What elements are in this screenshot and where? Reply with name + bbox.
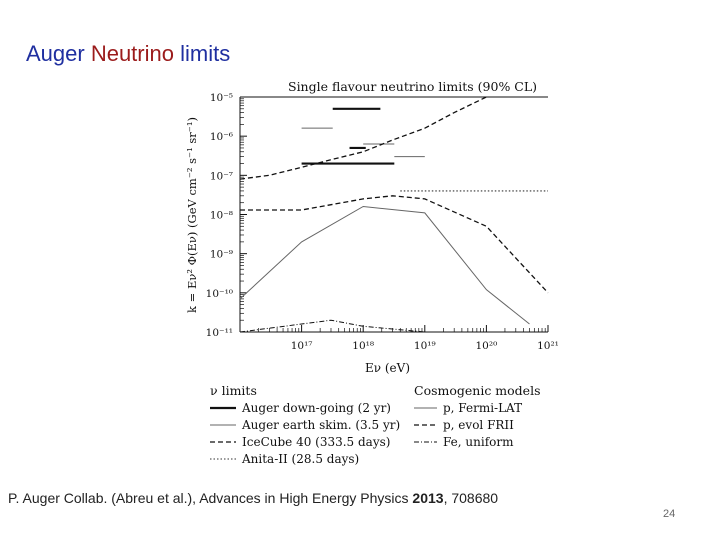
- series-fe-uniform-line: [239, 319, 425, 333]
- legend-left-label: IceCube 40 (333.5 days): [242, 435, 390, 449]
- y-tick-label: 10⁻⁵: [210, 92, 233, 104]
- y-tick-label: 10⁻⁷: [210, 170, 233, 182]
- legend-right-label: p, Fermi-LAT: [443, 401, 522, 415]
- legend-right-label: Fe, uniform: [443, 435, 514, 449]
- citation-ref: , 708680: [443, 490, 499, 506]
- x-tick-label: 10²¹: [537, 340, 559, 352]
- x-tick-marks: [258, 325, 549, 332]
- title-text-limits: limits: [173, 41, 231, 66]
- legend-left-label: Anita-II (28.5 days): [241, 452, 359, 466]
- y-tick-marks: [240, 96, 247, 333]
- citation: P. Auger Collab. (Abreu et al.), Advance…: [8, 490, 498, 506]
- legend-left: Auger down-going (2 yr) Auger earth skim.…: [210, 401, 400, 466]
- plot-title: Single flavour neutrino limits (90% CL): [288, 79, 537, 94]
- legend-left-title: ν limits: [210, 383, 257, 398]
- citation-text: P. Auger Collab. (Abreu et al.), Advance…: [8, 490, 413, 506]
- series-icecube-40-333-5-days-line: [239, 96, 487, 180]
- legend-left-label: Auger earth skim. (3.5 yr): [241, 418, 400, 432]
- page-number: 24: [663, 508, 676, 520]
- x-tick-label: 10¹⁷: [291, 340, 313, 352]
- chart-series: [239, 96, 549, 333]
- legend-right-title: Cosmogenic models: [414, 383, 541, 398]
- y-tick-labels: 10⁻⁵ 10⁻⁶ 10⁻⁷ 10⁻⁸ 10⁻⁹ 10⁻¹⁰ 10⁻¹¹: [206, 92, 233, 339]
- y-tick-label: 10⁻¹⁰: [206, 288, 233, 300]
- x-tick-label: 10²⁰: [476, 340, 498, 352]
- y-tick-label: 10⁻¹¹: [206, 327, 233, 339]
- y-tick-label: 10⁻⁶: [210, 131, 233, 143]
- x-tick-labels: 10¹⁷ 10¹⁸ 10¹⁹ 10²⁰ 10²¹: [291, 340, 559, 352]
- y-tick-label: 10⁻⁹: [210, 249, 233, 261]
- series-p-fermi-lat-line: [239, 205, 530, 325]
- y-axis-label: k = Eν² Φ(Eν) (GeV cm⁻² s⁻¹ sr⁻¹): [185, 117, 199, 313]
- series-p-evol-frii-line: [240, 195, 549, 294]
- slide-title: Auger Neutrino limits: [26, 41, 230, 67]
- title-text-neutrino: Neutrino: [90, 41, 174, 66]
- x-tick-label: 10¹⁸: [352, 340, 374, 352]
- citation-year: 2013: [412, 490, 444, 506]
- x-tick-label: 10¹⁹: [414, 340, 436, 352]
- x-axis-label: Eν (eV): [365, 361, 410, 375]
- y-tick-label: 10⁻⁸: [210, 210, 233, 222]
- legend-left-label: Auger down-going (2 yr): [241, 401, 391, 415]
- legend-right-label: p, evol FRII: [443, 418, 514, 432]
- legend-right: p, Fermi-LAT p, evol FRII Fe, uniform: [414, 401, 522, 449]
- title-text-auger: Auger: [26, 41, 91, 66]
